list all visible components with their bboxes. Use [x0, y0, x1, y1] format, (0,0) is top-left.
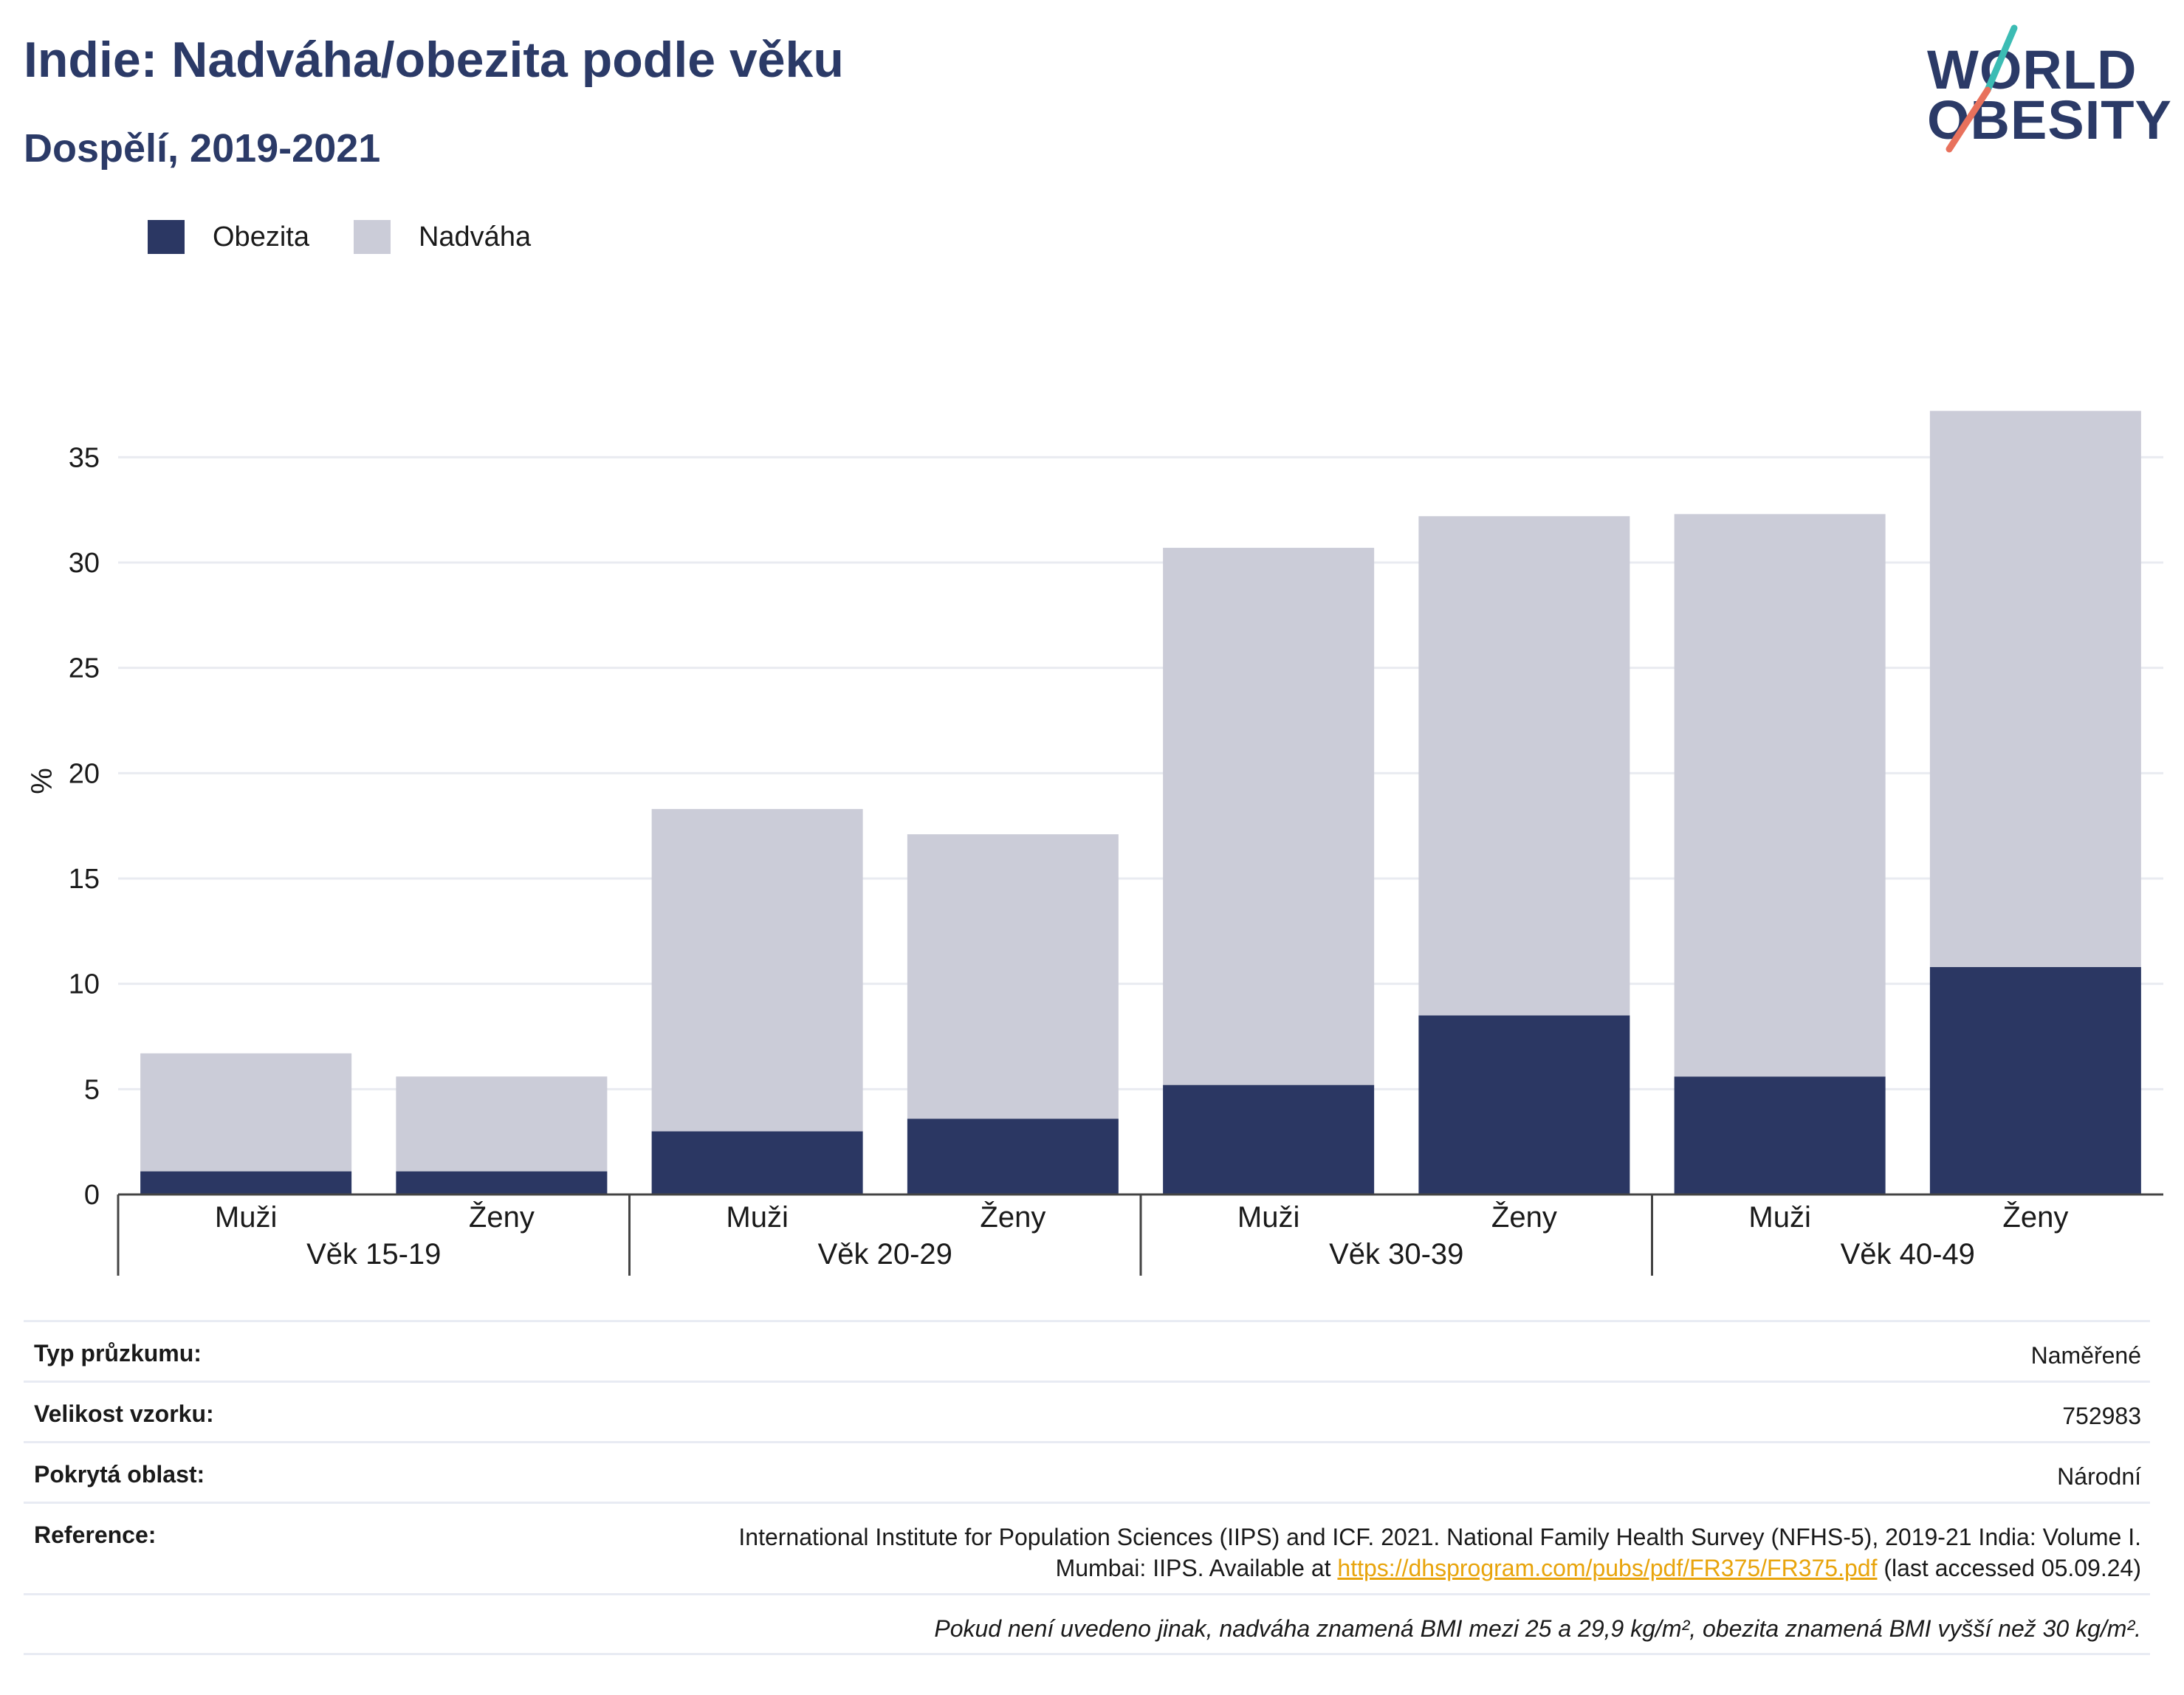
bar-nadvaha — [1163, 548, 1375, 1085]
reference-line-2: Mumbai: IIPS. Available at https://dhspr… — [738, 1553, 2141, 1584]
x-category-label: Muži — [1237, 1201, 1299, 1234]
survey-type-label: Typ průzkumu: — [34, 1340, 202, 1366]
world-obesity-logo: WORLD OBESITY — [1927, 22, 2171, 155]
reference-line-2-suffix: (last accessed 05.09.24) — [1883, 1555, 2141, 1581]
bar-obezita — [907, 1118, 1119, 1194]
coverage-label: Pokrytá oblast: — [34, 1461, 205, 1488]
reference-link[interactable]: https://dhsprogram.com/pubs/pdf/FR375/FR… — [1337, 1555, 1878, 1581]
info-row-survey-type: Typ průzkumu: Naměřené — [24, 1320, 2150, 1381]
bar-nadvaha — [1674, 514, 1886, 1077]
reference-line-2-prefix: Mumbai: IIPS. Available at — [1055, 1555, 1331, 1581]
bar-nadvaha — [396, 1076, 608, 1172]
bar-obezita — [396, 1171, 608, 1194]
sample-size-label: Velikost vzorku: — [34, 1400, 214, 1427]
bar-nadvaha — [1418, 516, 1630, 1016]
x-category-label: Ženy — [469, 1200, 535, 1234]
bar-obezita — [651, 1131, 863, 1194]
logo-slash-icon — [1946, 24, 2018, 153]
bar-nadvaha — [140, 1053, 352, 1172]
x-group-label: Věk 15-19 — [306, 1238, 441, 1271]
bar-obezita — [1929, 966, 2141, 1194]
page-subtitle: Dospělí, 2019-2021 — [24, 126, 381, 171]
x-category-label: Ženy — [1491, 1200, 1557, 1234]
footnote: Pokud není uvedeno jinak, nadváha znamen… — [934, 1615, 2141, 1642]
x-category-label: Ženy — [980, 1200, 1045, 1234]
bar-obezita — [1418, 1015, 1630, 1194]
bar-obezita — [140, 1171, 352, 1194]
y-tick-label: 5 — [84, 1074, 100, 1105]
survey-type-value: Naměřené — [2030, 1342, 2141, 1369]
bar-nadvaha — [907, 834, 1119, 1119]
info-row-sample-size: Velikost vzorku: 752983 — [24, 1381, 2150, 1441]
y-tick-label: 10 — [69, 969, 100, 1000]
x-category-label: Muži — [1748, 1201, 1810, 1234]
bar-obezita — [1163, 1084, 1375, 1194]
legend-swatch-obezita — [148, 220, 185, 254]
legend-label-obezita: Obezita — [213, 221, 309, 252]
legend-label-nadvaha: Nadváha — [418, 221, 532, 252]
x-category-label: Ženy — [2002, 1200, 2068, 1234]
x-category-label: Muži — [726, 1201, 788, 1234]
axes: 0 5 10 15 20 25 30 35 Muži Ženy Muži Ženy Muži Ženy Mu… — [69, 442, 2163, 1276]
logo-line-1: WORLD — [1927, 39, 2137, 100]
x-category-label: Muži — [215, 1201, 277, 1234]
y-tick-label: 0 — [84, 1180, 100, 1211]
info-row-coverage: Pokrytá oblast: Národní — [24, 1441, 2150, 1502]
chart-legend: Obezita Nadváha — [148, 220, 575, 254]
y-axis-label: % — [26, 768, 58, 794]
info-row-footnote: Pokud není uvedeno jinak, nadváha znamen… — [24, 1593, 2150, 1655]
page-title: Indie: Nadváha/obezita podle věku — [24, 32, 844, 88]
legend-item-obezita[interactable]: Obezita — [148, 220, 309, 254]
y-tick-label: 25 — [69, 653, 100, 684]
y-tick-label: 35 — [69, 442, 100, 473]
info-table: Typ průzkumu: Naměřené Velikost vzorku: … — [24, 1320, 2150, 1655]
stacked-bar-chart: 0 5 10 15 20 25 30 35 Muži Ženy Muži Ženy Muži Ženy Mu… — [26, 410, 2163, 1276]
info-row-reference: Reference: International Institute for P… — [24, 1502, 2150, 1593]
coverage-value: Národní — [2057, 1463, 2141, 1490]
sample-size-value: 752983 — [2062, 1403, 2141, 1429]
bar-nadvaha — [651, 808, 863, 1132]
reference-line-1: International Institute for Population S… — [738, 1524, 2141, 1550]
bar-nadvaha — [1929, 410, 2141, 967]
legend-swatch-nadvaha — [353, 220, 391, 254]
y-tick-label: 15 — [69, 864, 100, 895]
x-group-label: Věk 30-39 — [1329, 1238, 1463, 1271]
legend-item-nadvaha[interactable]: Nadváha — [353, 220, 532, 254]
x-group-label: Věk 40-49 — [1841, 1238, 1975, 1271]
y-tick-label: 20 — [69, 758, 100, 789]
reference-value: International Institute for Population S… — [738, 1522, 2141, 1584]
x-group-label: Věk 20-29 — [818, 1238, 952, 1271]
bars — [140, 410, 2141, 1194]
y-tick-label: 30 — [69, 548, 100, 579]
reference-label: Reference: — [34, 1522, 157, 1548]
bar-obezita — [1674, 1076, 1886, 1194]
